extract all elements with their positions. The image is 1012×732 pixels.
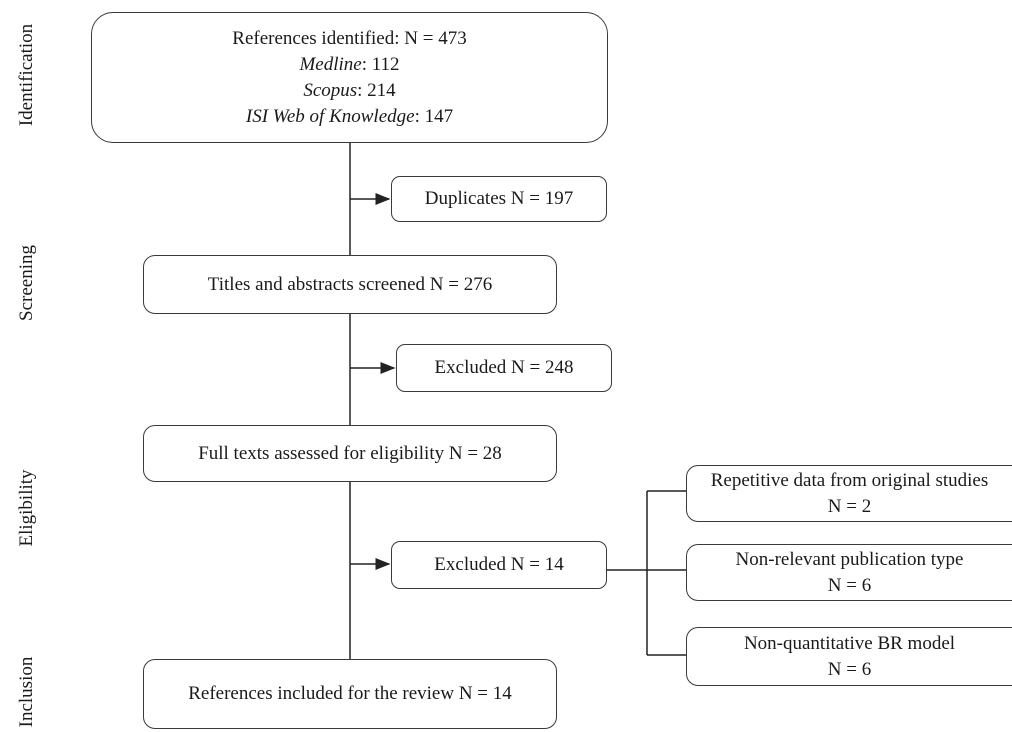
source-medline: Medline: 112 — [299, 53, 400, 75]
screened-label: Titles and abstracts screened N = 276 — [207, 273, 493, 295]
phase-label-inclusion: Inclusion — [16, 656, 37, 728]
source-isi: ISI Web of Knowledge: 147 — [245, 105, 454, 127]
included-box: References included for the review N = 1… — [143, 659, 557, 729]
fulltext-label: Full texts assessed for eligibility N = … — [198, 442, 502, 464]
reason-box-publication-type: Non-relevant publication type N = 6 — [686, 544, 1012, 601]
screened-box: Titles and abstracts screened N = 276 — [143, 255, 557, 314]
reason-label: Repetitive data from original studies — [710, 469, 989, 491]
reason-box-repetitive: Repetitive data from original studies N … — [686, 465, 1012, 522]
fulltext-box: Full texts assessed for eligibility N = … — [143, 425, 557, 482]
reason-label: Non-quantitative BR model — [743, 632, 956, 654]
source-scopus: Scopus: 214 — [303, 79, 396, 101]
phase-label-screening: Screening — [16, 245, 37, 321]
excluded-fulltext-box: Excluded N = 14 — [391, 541, 607, 589]
identified-total: References identified: N = 473 — [232, 27, 467, 49]
excluded-screening-label: Excluded N = 248 — [434, 357, 574, 378]
reason-count: N = 2 — [827, 495, 872, 517]
phase-label-identification: Identification — [16, 23, 37, 127]
reason-label: Non-relevant publication type — [735, 548, 964, 570]
phase-label-eligibility: Eligibility — [16, 469, 37, 547]
excluded-fulltext-label: Excluded N = 14 — [434, 554, 564, 575]
reason-box-br-model: Non-quantitative BR model N = 6 — [686, 627, 1012, 686]
duplicates-label: Duplicates N = 197 — [424, 188, 574, 209]
identified-box: References identified: N = 473 Medline: … — [91, 12, 608, 143]
included-label: References included for the review N = 1… — [188, 683, 512, 704]
excluded-screening-box: Excluded N = 248 — [396, 344, 612, 392]
reason-count: N = 6 — [827, 574, 872, 596]
reason-count: N = 6 — [827, 658, 872, 680]
duplicates-box: Duplicates N = 197 — [391, 176, 607, 222]
